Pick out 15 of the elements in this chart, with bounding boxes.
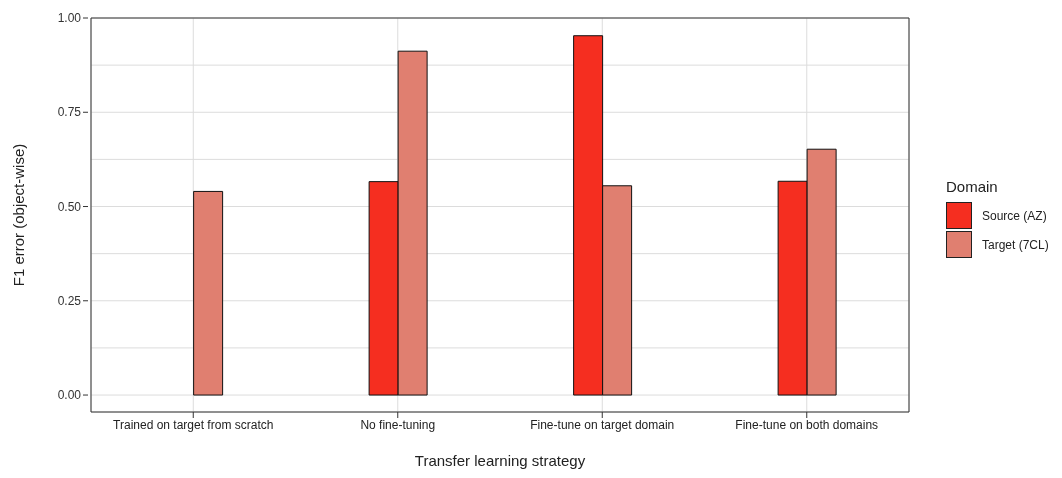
legend-label: Target (7CL) [982,237,1049,252]
x-tick-label: Fine-tune on both domains [735,417,879,432]
y-tick-label: 0.75 [57,105,82,120]
legend-label: Source (AZ) [982,208,1047,223]
bar [193,190,224,396]
y-tick-label: 0.50 [57,199,82,214]
y-tick-label: 0.00 [57,388,82,403]
y-axis-title: F1 error (object-wise) [10,143,28,287]
x-tick-label: No fine-tuning [360,417,436,432]
y-tick-label: 0.25 [57,293,82,308]
x-axis-title: Transfer learning strategy [414,452,586,469]
legend-title: Domain [946,178,999,195]
x-tick-label: Fine-tune on target domain [530,417,675,432]
x-tick-label: Trained on target from scratch [113,417,274,432]
y-tick-label: 1.00 [57,11,82,26]
